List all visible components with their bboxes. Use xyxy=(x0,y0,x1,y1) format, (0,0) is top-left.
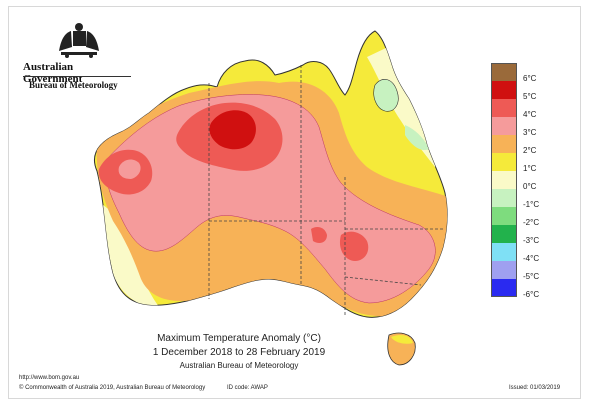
legend-label: -1°C xyxy=(523,200,540,209)
anomaly-zone-5c xyxy=(209,110,256,150)
caption-period: 1 December 2018 to 28 February 2019 xyxy=(152,347,326,358)
legend-swatch xyxy=(491,171,517,189)
id-code: ID code: AWAP xyxy=(227,385,268,391)
legend-item: -2°C xyxy=(491,207,571,227)
map-frame: Australian Government Bureau of Meteorol… xyxy=(8,6,581,399)
legend-item: -5°C xyxy=(491,261,571,281)
legend-item: 6°C xyxy=(491,63,571,83)
legend-label: 6°C xyxy=(523,74,537,83)
legend-label: 0°C xyxy=(523,182,537,191)
legend-swatch xyxy=(491,81,517,99)
legend-label: -5°C xyxy=(523,272,540,281)
legend-swatch xyxy=(491,153,517,171)
legend-swatch xyxy=(491,63,517,81)
copyright-text: © Commonwealth of Australia 2019, Austra… xyxy=(19,385,206,391)
anomaly-zone-4c-southeast xyxy=(339,231,369,261)
legend-item: -6°C xyxy=(491,279,571,299)
legend-label: -4°C xyxy=(523,254,540,263)
legend-label: -6°C xyxy=(523,290,540,299)
legend-item: 2°C xyxy=(491,135,571,155)
legend-item: -1°C xyxy=(491,189,571,209)
legend-item: 3°C xyxy=(491,117,571,137)
website-url: http://www.bom.gov.au xyxy=(19,375,80,381)
legend-label: -3°C xyxy=(523,236,540,245)
legend-label: 4°C xyxy=(523,110,537,119)
legend-label: 1°C xyxy=(523,164,537,173)
legend-swatch xyxy=(491,99,517,117)
anomaly-zone-3c-west-inset xyxy=(118,159,141,179)
legend-swatch xyxy=(491,279,517,297)
legend-item: -3°C xyxy=(491,225,571,245)
state-borders xyxy=(208,65,443,317)
anomaly-zone-minus1c-cape xyxy=(373,79,399,112)
tasmania-north-zone xyxy=(391,335,413,344)
legend-label: 5°C xyxy=(523,92,537,101)
government-logo: Australian Government Bureau of Meteorol… xyxy=(23,21,133,101)
legend-swatch xyxy=(491,207,517,225)
caption-title: Maximum Temperature Anomaly (°C) xyxy=(157,333,321,344)
legend-swatch xyxy=(491,243,517,261)
coat-of-arms-icon xyxy=(59,23,99,58)
legend-item: 1°C xyxy=(491,153,571,173)
legend-item: 4°C xyxy=(491,99,571,119)
legend-label: -2°C xyxy=(523,218,540,227)
legend-swatch xyxy=(491,189,517,207)
bureau-title: Bureau of Meteorology xyxy=(29,80,118,90)
legend-label: 2°C xyxy=(523,146,537,155)
legend-swatch xyxy=(491,225,517,243)
anomaly-zone-4c-east xyxy=(311,227,327,243)
legend-item: -4°C xyxy=(491,243,571,263)
anomaly-zone-minus1c-queensland xyxy=(405,125,429,151)
color-legend: 6°C 5°C 4°C 3°C 2°C 1°C 0°C -1°C xyxy=(491,63,571,333)
legend-item: 5°C xyxy=(491,81,571,101)
legend-swatch xyxy=(491,117,517,135)
caption-source: Australian Bureau of Meteorology xyxy=(179,361,299,370)
legend-item: 0°C xyxy=(491,171,571,191)
legend-swatch xyxy=(491,261,517,279)
legend-swatch xyxy=(491,135,517,153)
issued-date: Issued: 01/03/2019 xyxy=(509,385,561,391)
australia-temperature-map xyxy=(94,30,448,366)
title-divider xyxy=(23,76,131,77)
map-caption: Maximum Temperature Anomaly (°C) 1 Decem… xyxy=(109,333,369,370)
legend-label: 3°C xyxy=(523,128,537,137)
